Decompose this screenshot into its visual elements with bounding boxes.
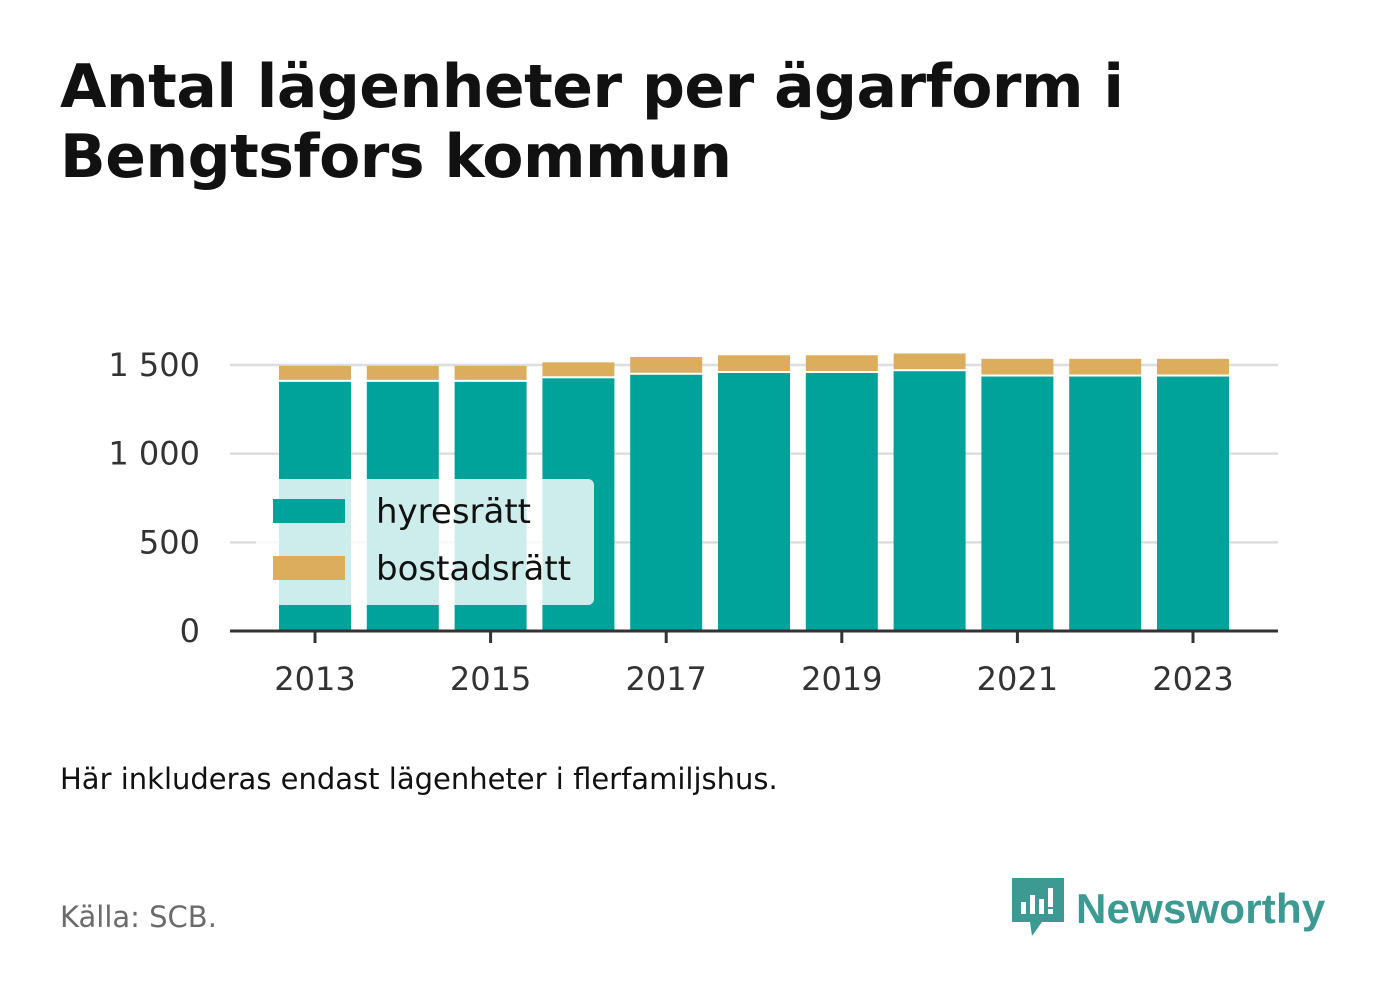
legend-label: hyresrätt bbox=[376, 492, 531, 532]
legend: hyresrätt bostadsrätt bbox=[256, 479, 594, 605]
bar-bostadsratt-2016 bbox=[542, 362, 615, 377]
stacked-bar-chart: 0 500 1 000 1 500 2013 2015 2017 2019 2021 2023 h… bbox=[108, 346, 1278, 698]
x-tick-label: 2017 bbox=[625, 660, 706, 698]
y-tick-label: 1 500 bbox=[108, 346, 200, 384]
legend-swatch bbox=[273, 556, 345, 580]
bar-hyresratt-2018 bbox=[718, 372, 790, 631]
chart-title: Antal lägenheter per ägarform i Bengtsfo… bbox=[60, 52, 1124, 192]
bar-bostadsratt-2017 bbox=[630, 357, 703, 373]
x-tick-label: 2015 bbox=[450, 660, 531, 698]
bar-bostadsratt-2023 bbox=[1157, 358, 1229, 375]
chart-note: Här inkluderas endast lägenheter i flerf… bbox=[60, 762, 778, 796]
bar-bostadsratt-2015 bbox=[454, 365, 527, 380]
bar-hyresratt-2017 bbox=[630, 374, 703, 631]
axes: 0 500 1 000 1 500 2013 2015 2017 2019 2021 2023 bbox=[108, 346, 1278, 698]
legend-label: bostadsrätt bbox=[376, 549, 571, 589]
bar-bostadsratt-2013 bbox=[279, 365, 351, 380]
bar-bostadsratt-2019 bbox=[805, 355, 878, 371]
legend-swatch bbox=[273, 499, 345, 523]
bar-hyresratt-2022 bbox=[1069, 376, 1142, 631]
bar-bostadsratt-2021 bbox=[981, 358, 1054, 375]
bar-hyresratt-2019 bbox=[805, 372, 878, 631]
y-tick-label: 1 000 bbox=[108, 435, 200, 473]
x-tick-label: 2023 bbox=[1152, 660, 1233, 698]
newsworthy-logo: Newsworthy bbox=[1012, 878, 1325, 940]
x-tick-label: 2013 bbox=[274, 660, 355, 698]
newsworthy-logo-icon bbox=[1012, 878, 1064, 936]
bar-bostadsratt-2014 bbox=[366, 365, 439, 380]
x-tick-label: 2019 bbox=[801, 660, 882, 698]
x-tick-label: 2021 bbox=[977, 660, 1058, 698]
brand-name: Newsworthy bbox=[1076, 885, 1326, 932]
y-tick-label: 500 bbox=[139, 523, 200, 561]
bar-bostadsratt-2022 bbox=[1069, 358, 1142, 375]
bar-hyresratt-2020 bbox=[893, 371, 966, 631]
bar-bostadsratt-2020 bbox=[893, 353, 966, 370]
y-tick-label: 0 bbox=[180, 612, 200, 650]
bar-hyresratt-2021 bbox=[981, 376, 1054, 631]
bar-hyresratt-2023 bbox=[1157, 376, 1229, 631]
bar-bostadsratt-2018 bbox=[718, 355, 790, 371]
source-text: Källa: SCB. bbox=[60, 900, 217, 934]
